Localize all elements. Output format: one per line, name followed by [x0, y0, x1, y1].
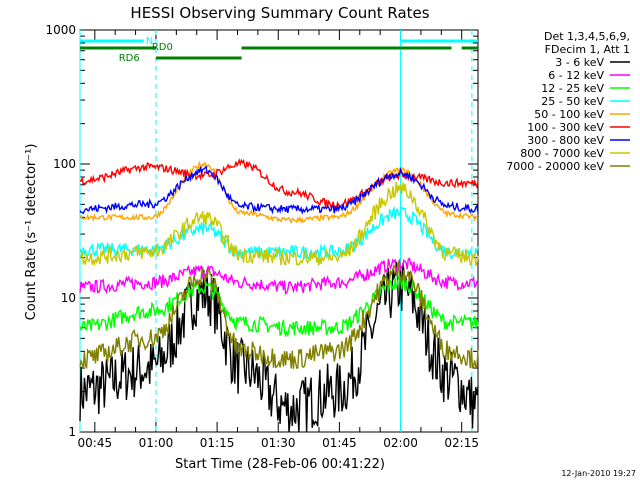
legend-entry-label: 50 - 100 keV	[534, 108, 604, 121]
x-tick-label: 00:45	[78, 436, 113, 450]
legend-header: FDecim 1, Att 1	[545, 43, 630, 56]
x-tick-label: 01:15	[200, 436, 235, 450]
legend-entry-label: 300 - 800 keV	[527, 134, 604, 147]
series-line-7	[79, 165, 479, 215]
series-line-4	[79, 205, 479, 261]
legend-entry-label: 7000 - 20000 keV	[506, 160, 604, 173]
legend-entry-label: 25 - 50 keV	[541, 95, 604, 108]
series-line-9	[79, 261, 479, 370]
x-tick-label: 02:15	[444, 436, 479, 450]
y-tick-label: 1000	[45, 23, 76, 37]
legend-header: Det 1,3,4,5,6,9,	[544, 30, 630, 43]
legend-entry-label: 800 - 7000 keV	[520, 147, 604, 160]
series-line-3	[79, 274, 479, 338]
legend-entry-label: 6 - 12 keV	[548, 69, 604, 82]
flag-label-rd0: RD0	[152, 42, 173, 53]
series-line-5	[79, 160, 479, 225]
legend-entry-label: 3 - 6 keV	[555, 56, 604, 69]
x-tick-label: 01:00	[139, 436, 174, 450]
flag-label-rd6: RD6	[119, 53, 140, 64]
x-tick-label: 02:00	[383, 436, 418, 450]
legend-entry-label: 100 - 300 keV	[527, 121, 604, 134]
legend-entry-label: 12 - 25 keV	[541, 82, 604, 95]
footer-date: 12-Jan-2010 19:27	[561, 469, 636, 478]
series-line-2	[79, 257, 479, 295]
x-axis-label: Start Time (28-Feb-06 00:41:22)	[175, 457, 385, 472]
x-tick-label: 01:45	[322, 436, 357, 450]
x-tick-label: 01:30	[261, 436, 296, 450]
y-tick-label: 1	[68, 425, 76, 439]
y-axis-label: Count Rate (s⁻¹ detector⁻¹)	[24, 144, 39, 321]
series-line-8	[79, 181, 479, 268]
plot-area: 1 10 100 1000 00:45 01:00 01:15 01:30 01:45 02:00…	[45, 23, 479, 450]
legend: Det 1,3,4,5,6,9,FDecim 1, Att 13 - 6 keV…	[506, 30, 630, 173]
chart-title: HESSI Observing Summary Count Rates	[130, 4, 429, 22]
flag-label-n: N	[146, 36, 153, 47]
y-tick-label: 10	[61, 291, 76, 305]
y-tick-label: 100	[53, 157, 76, 171]
